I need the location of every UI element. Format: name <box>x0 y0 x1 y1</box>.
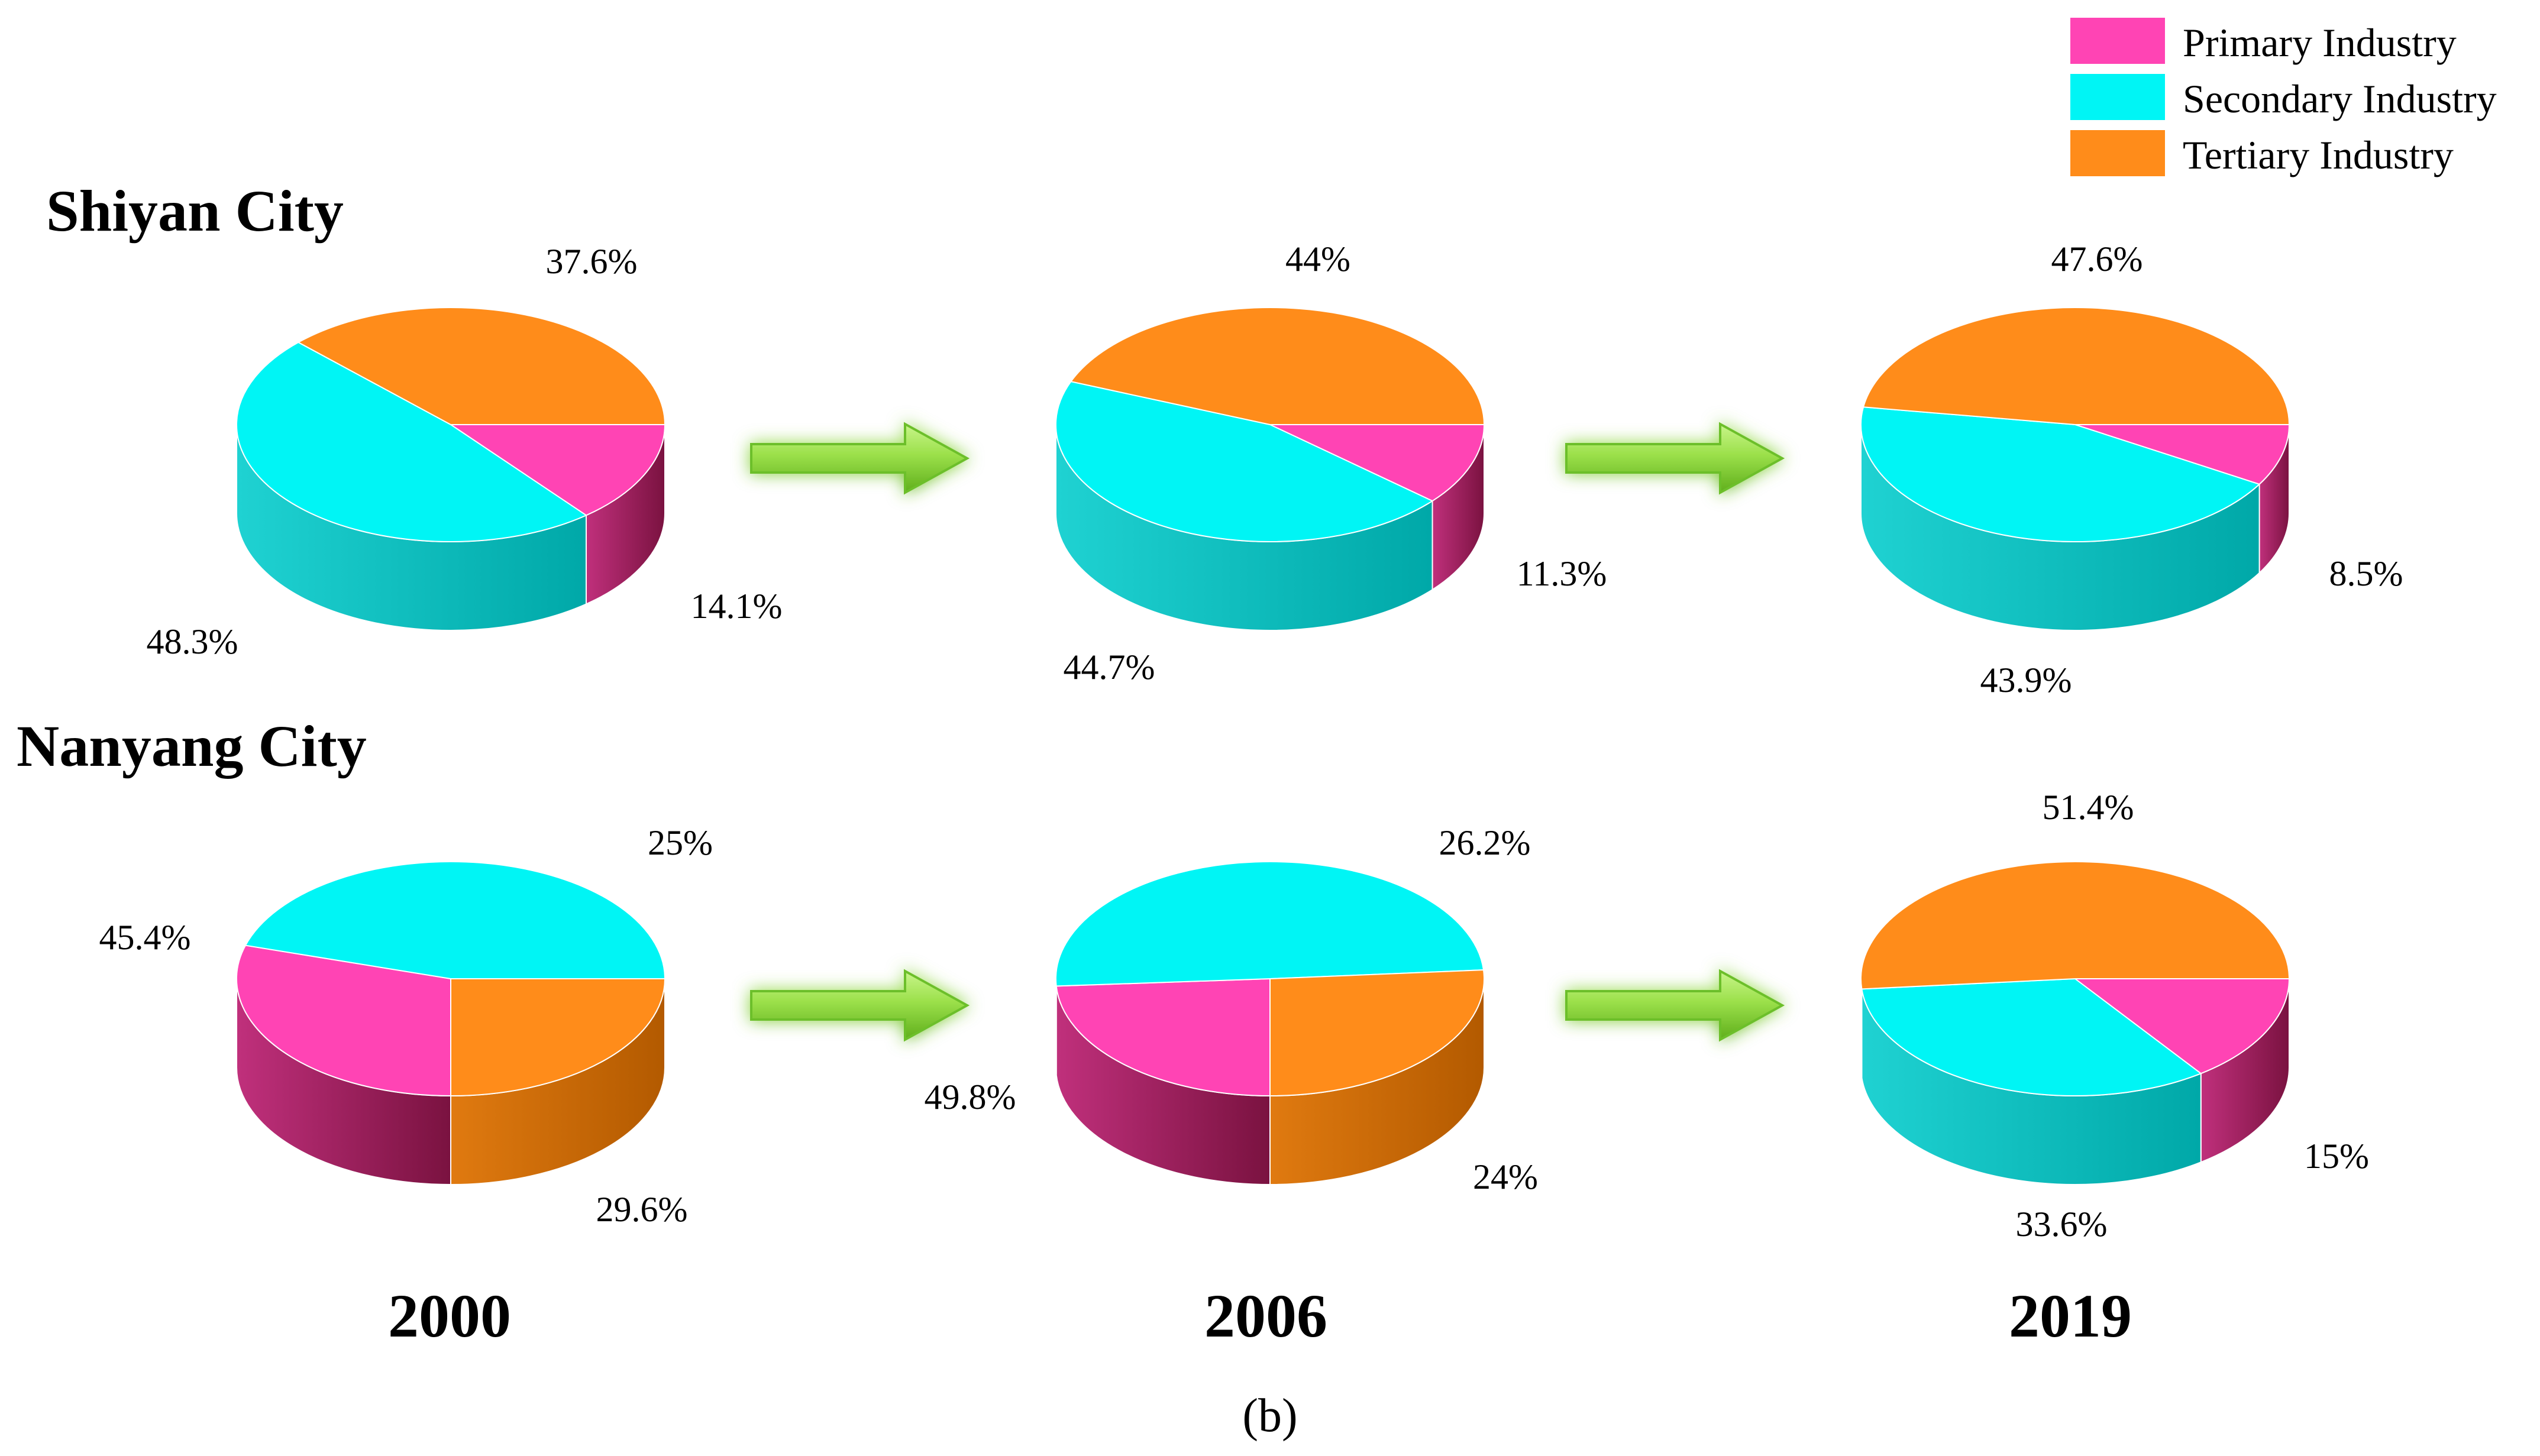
pie-side-tertiary <box>1860 978 1863 1078</box>
year-label-2006: 2006 <box>1204 1282 1327 1350</box>
pie-slice-tertiary <box>1860 860 2290 990</box>
pie-slice-secondary <box>1055 860 1485 987</box>
legend-label-tertiary: Tertiary Industry <box>2183 132 2454 177</box>
legend-swatch-secondary <box>2070 74 2165 120</box>
pie-label-primary: 15% <box>2304 1137 2369 1176</box>
pie-label-primary: 8.5% <box>2329 554 2403 593</box>
pie-label-tertiary: 47.6% <box>2051 240 2143 279</box>
arrow-shiyan-2 <box>1565 422 1785 495</box>
pie-slice-primary <box>1055 978 1271 1097</box>
pie-slice-primary <box>448 424 666 516</box>
pie-label-primary: 14.1% <box>691 587 783 626</box>
pie-label-tertiary: 51.4% <box>2043 788 2134 827</box>
pie-chart: 29.6% 45.4% 25% <box>99 823 713 1229</box>
pie-slice-primary <box>2073 978 2290 1075</box>
pie-slice-tertiary <box>1862 307 2290 425</box>
year-label-2019: 2019 <box>2009 1282 2132 1350</box>
legend-label-secondary: Secondary Industry <box>2183 76 2497 121</box>
legend-swatch-primary <box>2070 18 2165 64</box>
legend: Primary Industry Secondary Industry Tert… <box>2070 18 2497 177</box>
pie-label-secondary: 44.7% <box>1064 648 1155 687</box>
pie-chart: 15% 33.6% 51.4% <box>1860 788 2369 1244</box>
legend-label-primary: Primary Industry <box>2183 20 2457 65</box>
pie-slice-secondary <box>1861 978 2202 1096</box>
pie-label-secondary: 43.9% <box>1980 661 2072 700</box>
pie-slice-tertiary <box>450 978 666 1097</box>
pie-label-primary: 24% <box>1473 1157 1538 1196</box>
pie-slice-secondary <box>244 861 666 979</box>
city-title-shiyan: Shiyan City <box>46 178 344 244</box>
legend-swatch-tertiary <box>2070 130 2165 176</box>
arrow-nanyang-1 <box>750 969 970 1042</box>
pie-label-tertiary: 25% <box>648 823 713 862</box>
city-title-nanyang: Nanyang City <box>17 713 367 779</box>
pie-slice-primary <box>2074 424 2290 485</box>
pie-slice-tertiary <box>1269 969 1485 1097</box>
pie-label-tertiary: 44% <box>1285 240 1350 279</box>
pie-chart: 14.1% 48.3% 37.6% <box>147 242 783 661</box>
pie-slice-tertiary <box>1069 307 1485 425</box>
pie-label-secondary: 48.3% <box>147 622 238 661</box>
year-label-2000: 2000 <box>388 1282 511 1350</box>
pie-slice-primary <box>236 944 451 1097</box>
panel-label: (b) <box>1242 1390 1297 1442</box>
pie-slice-secondary <box>1055 380 1434 543</box>
pie-chart: 24% 49.8% 26.2% <box>925 823 1538 1196</box>
pie-label-primary: 29.6% <box>596 1190 688 1229</box>
pie-chart: 8.5% 43.9% 47.6% <box>1860 240 2403 700</box>
arrow-shiyan-1 <box>750 422 970 495</box>
pie-slice-tertiary <box>297 307 666 425</box>
pie-slice-secondary <box>235 341 588 542</box>
pie-label-tertiary: 26.2% <box>1439 823 1531 862</box>
pie-label-primary: 11.3% <box>1517 554 1607 593</box>
pie-chart: 11.3% 44.7% 44% <box>1055 240 1607 687</box>
pie-label-secondary: 49.8% <box>925 1078 1016 1117</box>
pie-slice-secondary <box>1860 406 2261 542</box>
arrow-nanyang-2 <box>1565 969 1785 1042</box>
pie-label-secondary: 45.4% <box>99 918 191 957</box>
pie-group: 14.1% 48.3% 37.6% 11.3% 44.7% 44% 8.5% 43.9% 47.… <box>99 240 2403 1244</box>
pie-label-tertiary: 37.6% <box>546 242 638 281</box>
pie-slice-primary <box>1269 424 1485 502</box>
pie-label-secondary: 33.6% <box>2016 1205 2108 1244</box>
